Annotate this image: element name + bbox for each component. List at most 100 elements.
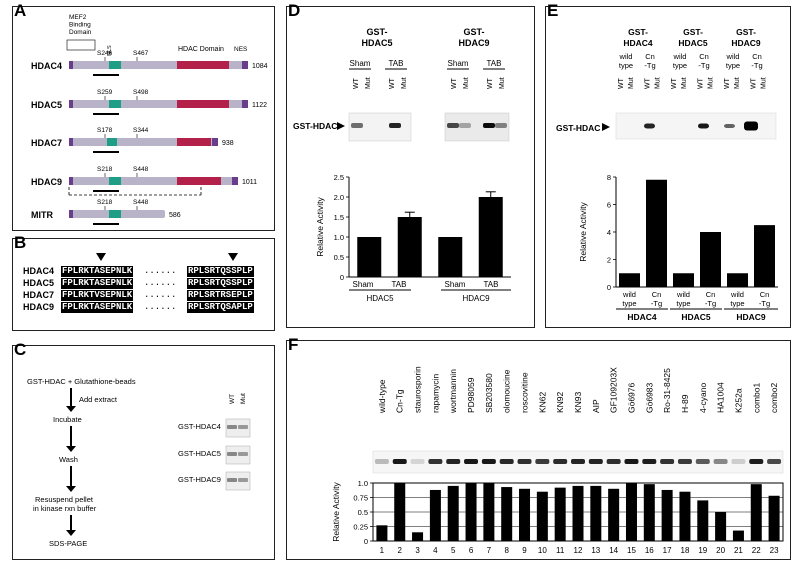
panel-f: wild-type Cn-Tg staurosporin rapamycin wortm… <box>286 340 791 560</box>
blot-band <box>749 459 764 464</box>
group-axis-label: HDAC5 <box>681 312 711 322</box>
nes-domain <box>212 138 218 146</box>
bar <box>768 495 780 541</box>
group-label: GST- <box>736 27 756 37</box>
bar <box>715 512 727 541</box>
bar <box>727 273 748 287</box>
sequence-row: HDAC7 FPLRKTVSEPNLK...... RPLSRTRSEPLP <box>23 290 268 301</box>
bar <box>465 483 477 541</box>
lane-label: Mut <box>681 77 688 89</box>
gel-band <box>227 425 237 429</box>
lane-label: WT <box>451 77 458 89</box>
sequence-right-block: RPLSRTRSEPLP <box>187 290 254 301</box>
group-label: HDAC9 <box>731 38 761 48</box>
lane-name: 4-cyano <box>698 382 708 413</box>
bar <box>750 484 762 541</box>
nls-domain <box>107 138 117 146</box>
nes-domain <box>242 61 248 69</box>
lane-label: Mut <box>240 393 247 404</box>
bar <box>438 237 463 277</box>
group-axis-label: HDAC9 <box>462 294 490 303</box>
condition-label: Sham <box>350 59 371 68</box>
blot-band <box>483 123 495 128</box>
bar <box>673 273 694 287</box>
y-tick-label: 8 <box>607 173 611 182</box>
sequence-gap-dots: ...... <box>144 290 177 300</box>
x-tick-label: 5 <box>451 546 456 555</box>
flow-step: Resuspend pellet <box>35 495 94 504</box>
y-tick-label: 1.0 <box>358 479 368 488</box>
bar <box>679 491 691 541</box>
bar <box>519 488 531 541</box>
nls-domain <box>109 210 121 218</box>
bar <box>646 179 667 287</box>
bar <box>483 483 495 541</box>
lane-name: olomoucine <box>502 369 512 413</box>
blot-band <box>495 123 507 128</box>
blot-band <box>695 459 710 464</box>
condition-label: Cn <box>699 52 709 61</box>
pulldown-flowchart: GST-HDAC + Glutathione-beads Add extract I… <box>27 377 251 548</box>
sequence-left-block: FPLRKTVSEPNLK <box>61 290 134 301</box>
blot-band <box>389 123 401 128</box>
condition-label: -Tg <box>698 61 709 70</box>
y-tick-label: 2.0 <box>334 193 344 202</box>
protein-length: 938 <box>222 140 234 147</box>
panel-d: GST- HDAC5 GST- HDAC9 Sham TAB Sham TAB WT Mut WT M… <box>286 6 535 328</box>
panel-e: GST- HDAC4 GST- HDAC5 GST- HDAC9 wild type Cn -Tg… <box>545 6 791 328</box>
condition-label: Sham <box>448 59 469 68</box>
nes-domain <box>232 177 238 185</box>
x-tick-label: 1 <box>380 546 385 555</box>
site-label: S259 <box>97 89 113 96</box>
flow-arrow-head <box>66 486 76 492</box>
lane-label: WT <box>353 77 360 89</box>
x-tick-label: 17 <box>663 546 672 555</box>
x-tick-label: 3 <box>415 546 420 555</box>
group-label: GST- <box>628 27 648 37</box>
site-label: S246 <box>97 50 113 57</box>
nls-label: NLS <box>107 45 113 56</box>
blot-band <box>660 459 675 464</box>
phospho-site-arrow <box>96 253 106 261</box>
blot-band <box>744 121 758 131</box>
gel-band <box>238 452 248 456</box>
x-tick-label: type <box>676 299 690 308</box>
protein-name: HDAC7 <box>31 138 62 148</box>
blot-band <box>624 459 639 464</box>
protein-length: 1084 <box>252 63 268 70</box>
flow-step: in kinase rxn buffer <box>33 504 97 513</box>
x-tick-label: 18 <box>681 546 690 555</box>
site-label: S218 <box>97 166 113 173</box>
lane-label: Mut <box>365 77 372 89</box>
sequence-left-block: FPLRKTASEPNLK <box>61 302 134 313</box>
lane-name: wortmannin <box>448 369 458 414</box>
flow-step: GST-HDAC + Glutathione-beads <box>27 377 136 386</box>
sequence-left-block: FPLRKTASEPNLK <box>61 278 134 289</box>
blot-band <box>731 459 746 464</box>
bar <box>572 485 584 541</box>
x-tick-label: 14 <box>609 546 618 555</box>
bar <box>376 525 388 541</box>
blot-band <box>553 459 568 464</box>
group-label: GST- <box>366 27 387 37</box>
n-term-cap <box>69 61 73 69</box>
lane-label: Mut <box>628 77 635 89</box>
y-tick-label: 0.75 <box>353 494 368 503</box>
y-tick-label: 1.5 <box>334 213 344 222</box>
bar <box>590 485 602 541</box>
bar <box>608 488 620 541</box>
bar <box>754 225 775 287</box>
blot-band <box>698 123 709 129</box>
y-tick-label: 0 <box>340 273 344 282</box>
x-tick-label: 19 <box>698 546 707 555</box>
x-tick-label: Cn <box>760 290 770 299</box>
lane-name: HA1004 <box>716 382 726 413</box>
hdac-domain <box>177 177 221 185</box>
y-tick-label: 0 <box>607 283 611 292</box>
x-tick-label: 6 <box>469 546 474 555</box>
x-tick-label: 2 <box>398 546 403 555</box>
sequence-gap-dots: ...... <box>144 278 177 288</box>
x-tick-label: 7 <box>487 546 492 555</box>
y-axis-label: Relative Activity <box>578 201 588 261</box>
panel-f-figure: wild-type Cn-Tg staurosporin rapamycin wortm… <box>331 366 784 555</box>
